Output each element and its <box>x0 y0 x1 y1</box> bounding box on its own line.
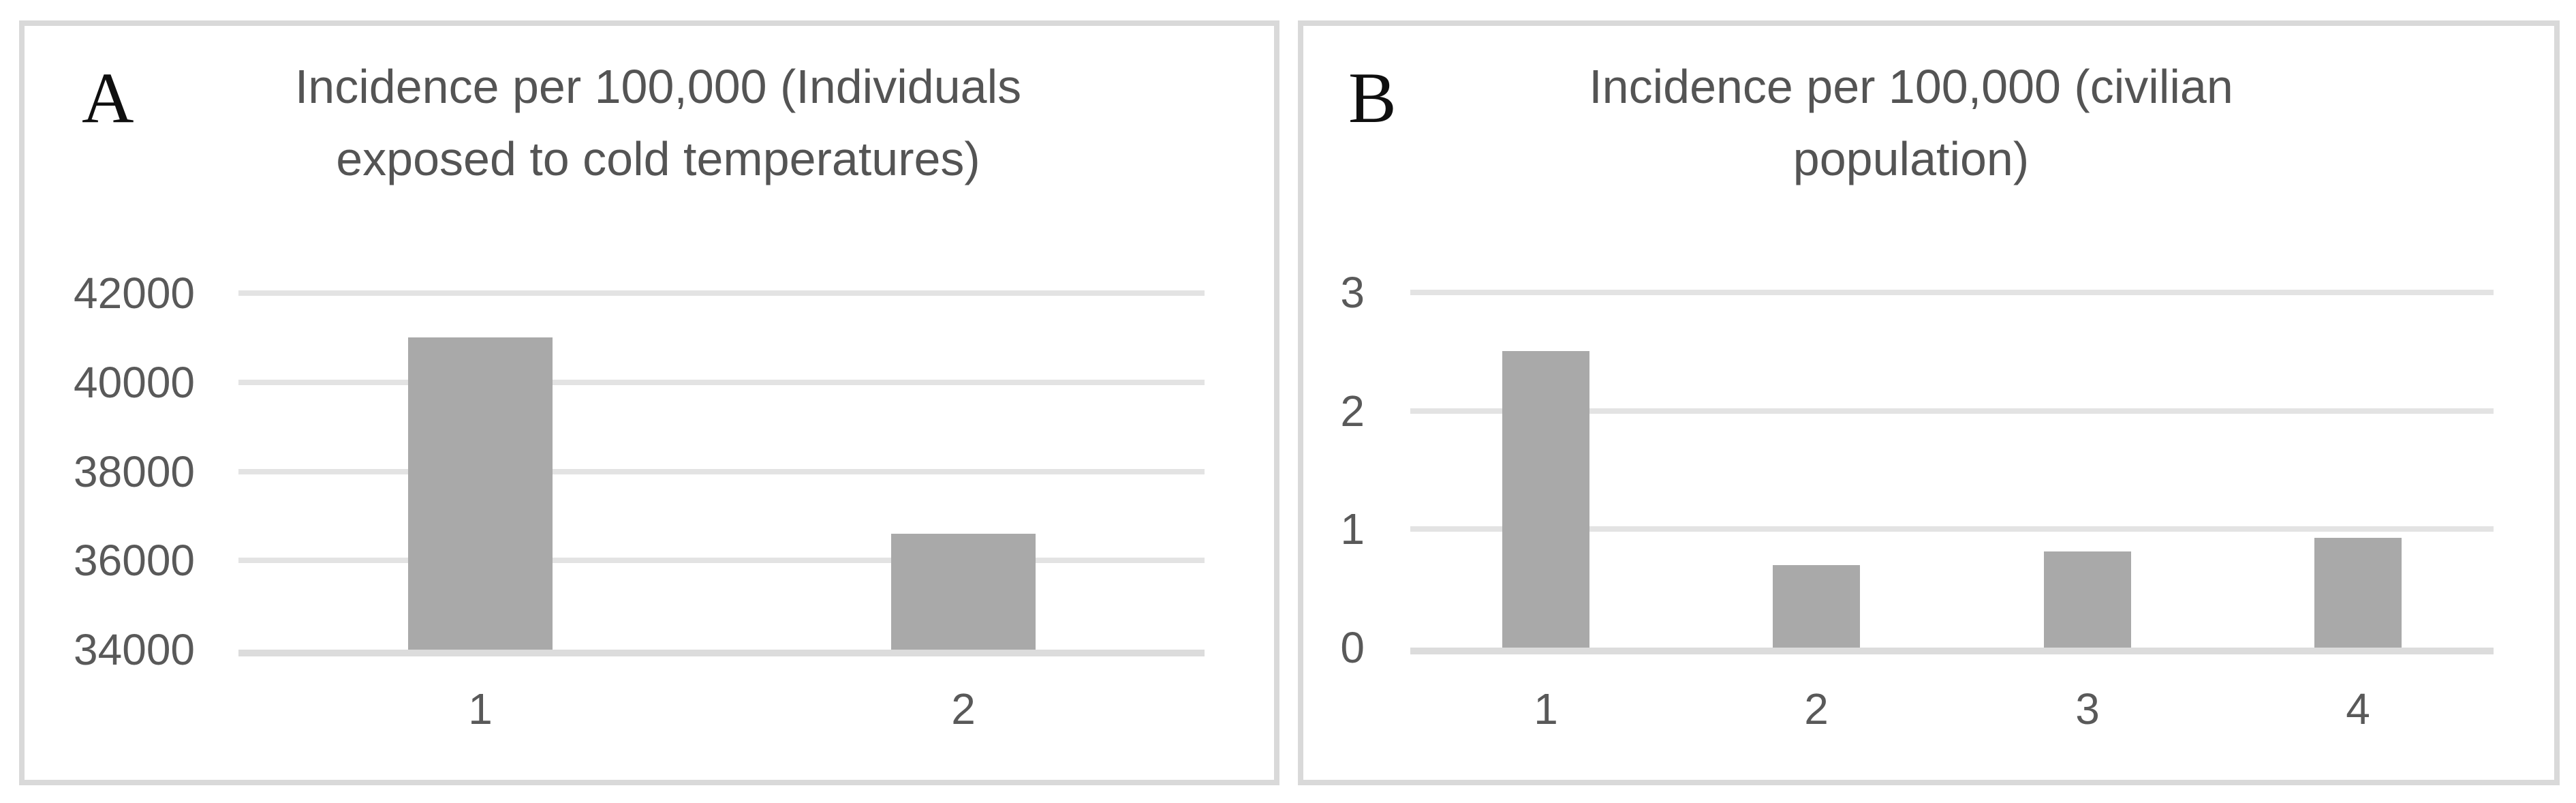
panel-a: A Incidence per 100,000 (Individuals exp… <box>19 20 1279 785</box>
bar-category-3 <box>2044 551 2131 648</box>
chart-b-title: Incidence per 100,000 (civilian populati… <box>1468 50 2354 195</box>
x-tick-label: 1 <box>468 684 493 733</box>
gridline <box>1410 408 2494 414</box>
bar-category-1 <box>1502 351 1589 648</box>
bar-category-4 <box>2314 538 2402 648</box>
bar-category-2 <box>891 534 1036 650</box>
gridline <box>238 558 1205 563</box>
chart-b-title-line-2: population) <box>1793 132 2030 185</box>
gridline <box>238 290 1205 296</box>
y-tick-label: 34000 <box>74 625 195 674</box>
panel-b-letter: B <box>1348 58 1397 138</box>
bar-category-2 <box>1773 565 1860 648</box>
bar-category-1 <box>408 337 553 650</box>
y-tick-label: 3 <box>1340 268 1365 317</box>
panel-b: B Incidence per 100,000 (civilian popula… <box>1298 20 2560 785</box>
y-tick-label: 2 <box>1340 387 1365 436</box>
chart-a-title: Incidence per 100,000 (Individuals expos… <box>215 50 1101 195</box>
y-tick-label: 36000 <box>74 536 195 585</box>
chart-b-title-line-1: Incidence per 100,000 (civilian <box>1589 60 2233 113</box>
x-tick-label: 2 <box>951 684 976 733</box>
y-tick-label: 42000 <box>74 269 195 318</box>
x-tick-label: 4 <box>2346 684 2370 733</box>
panel-a-letter: A <box>82 58 134 138</box>
y-tick-label: 38000 <box>74 447 195 496</box>
y-tick-label: 1 <box>1340 504 1365 554</box>
chart-a-title-line-1: Incidence per 100,000 (Individuals <box>294 60 1022 113</box>
x-axis-line <box>1410 648 2494 654</box>
chart-a-title-line-2: exposed to cold temperatures) <box>336 132 980 185</box>
y-tick-label: 40000 <box>74 358 195 407</box>
chart-a-plot-area <box>238 273 1205 656</box>
gridline <box>1410 290 2494 295</box>
x-tick-label: 3 <box>2075 684 2100 733</box>
x-tick-label: 1 <box>1534 684 1558 733</box>
x-tick-label: 2 <box>1804 684 1829 733</box>
gridline <box>238 380 1205 385</box>
gridline <box>1410 526 2494 532</box>
gridline <box>238 469 1205 474</box>
x-axis-line <box>238 650 1205 656</box>
chart-b-plot-area <box>1410 273 2494 654</box>
y-tick-label: 0 <box>1340 623 1365 672</box>
